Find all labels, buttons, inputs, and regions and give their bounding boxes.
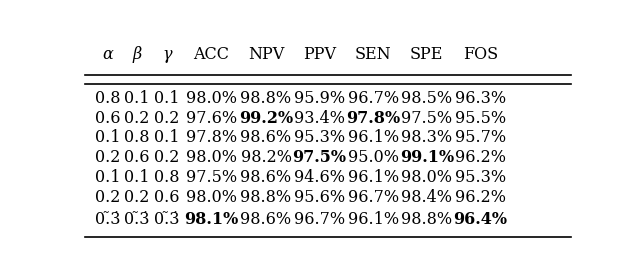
Text: 97.5%: 97.5% xyxy=(186,169,237,186)
Text: 96.2%: 96.2% xyxy=(455,189,506,206)
Text: 0.2: 0.2 xyxy=(124,109,150,127)
Text: 96.7%: 96.7% xyxy=(294,211,345,228)
Text: 0.2: 0.2 xyxy=(95,189,120,206)
Text: 0.2: 0.2 xyxy=(95,149,120,166)
Text: 97.8%: 97.8% xyxy=(346,109,400,127)
Text: 0.8: 0.8 xyxy=(95,90,120,107)
Text: 0.2: 0.2 xyxy=(124,189,150,206)
Text: 98.0%: 98.0% xyxy=(186,189,237,206)
Text: 95.5%: 95.5% xyxy=(454,109,506,127)
Text: 0.6: 0.6 xyxy=(95,109,120,127)
Text: 98.1%: 98.1% xyxy=(184,211,239,228)
Text: 93.4%: 93.4% xyxy=(294,109,345,127)
Text: 0.1: 0.1 xyxy=(95,129,120,146)
Text: 98.6%: 98.6% xyxy=(241,211,292,228)
Text: SEN: SEN xyxy=(355,46,392,63)
Text: 95.0%: 95.0% xyxy=(348,149,399,166)
Text: 95.7%: 95.7% xyxy=(454,129,506,146)
Text: 96.7%: 96.7% xyxy=(348,189,399,206)
Text: 96.1%: 96.1% xyxy=(348,169,399,186)
Text: 98.4%: 98.4% xyxy=(401,189,452,206)
Text: ACC: ACC xyxy=(193,46,230,63)
Text: 96.1%: 96.1% xyxy=(348,129,399,146)
Text: 98.5%: 98.5% xyxy=(401,90,452,107)
Text: 0.8: 0.8 xyxy=(154,169,180,186)
Text: 98.0%: 98.0% xyxy=(186,149,237,166)
Text: 95.9%: 95.9% xyxy=(294,90,345,107)
Text: 99.2%: 99.2% xyxy=(239,109,293,127)
Text: NPV: NPV xyxy=(248,46,284,63)
Text: FOS: FOS xyxy=(463,46,498,63)
Text: 98.0%: 98.0% xyxy=(401,169,452,186)
Text: 99.1%: 99.1% xyxy=(399,149,454,166)
Text: 0.1: 0.1 xyxy=(154,90,180,107)
Text: 97.6%: 97.6% xyxy=(186,109,237,127)
Text: 0.1: 0.1 xyxy=(124,90,150,107)
Text: 0.6: 0.6 xyxy=(154,189,180,206)
Text: 0.8: 0.8 xyxy=(124,129,150,146)
Text: 96.1%: 96.1% xyxy=(348,211,399,228)
Text: 98.8%: 98.8% xyxy=(241,90,292,107)
Text: 0.1: 0.1 xyxy=(124,169,150,186)
Text: 0.̃3̇: 0.̃3̇ xyxy=(154,211,180,228)
Text: 98.8%: 98.8% xyxy=(241,189,292,206)
Text: γ: γ xyxy=(162,46,172,63)
Text: 98.8%: 98.8% xyxy=(401,211,452,228)
Text: 98.2%: 98.2% xyxy=(241,149,291,166)
Text: PPV: PPV xyxy=(303,46,336,63)
Text: 0.1: 0.1 xyxy=(154,129,180,146)
Text: 95.3%: 95.3% xyxy=(294,129,345,146)
Text: 97.5%: 97.5% xyxy=(292,149,347,166)
Text: SPE: SPE xyxy=(410,46,444,63)
Text: 97.8%: 97.8% xyxy=(186,129,237,146)
Text: 94.6%: 94.6% xyxy=(294,169,345,186)
Text: β: β xyxy=(132,46,141,63)
Text: 96.3%: 96.3% xyxy=(454,90,506,107)
Text: 0.6: 0.6 xyxy=(124,149,150,166)
Text: 0.1: 0.1 xyxy=(95,169,120,186)
Text: 98.0%: 98.0% xyxy=(186,90,237,107)
Text: 0.2: 0.2 xyxy=(154,109,179,127)
Text: 96.4%: 96.4% xyxy=(453,211,508,228)
Text: 0.̃3̇: 0.̃3̇ xyxy=(124,211,150,228)
Text: 96.7%: 96.7% xyxy=(348,90,399,107)
Text: 97.5%: 97.5% xyxy=(401,109,452,127)
Text: 95.3%: 95.3% xyxy=(454,169,506,186)
Text: 0.2: 0.2 xyxy=(154,149,179,166)
Text: 98.6%: 98.6% xyxy=(241,169,292,186)
Text: 98.3%: 98.3% xyxy=(401,129,452,146)
Text: 95.6%: 95.6% xyxy=(294,189,345,206)
Text: 96.2%: 96.2% xyxy=(455,149,506,166)
Text: α: α xyxy=(102,46,113,63)
Text: 0.̃3̇: 0.̃3̇ xyxy=(95,211,120,228)
Text: 98.6%: 98.6% xyxy=(241,129,292,146)
